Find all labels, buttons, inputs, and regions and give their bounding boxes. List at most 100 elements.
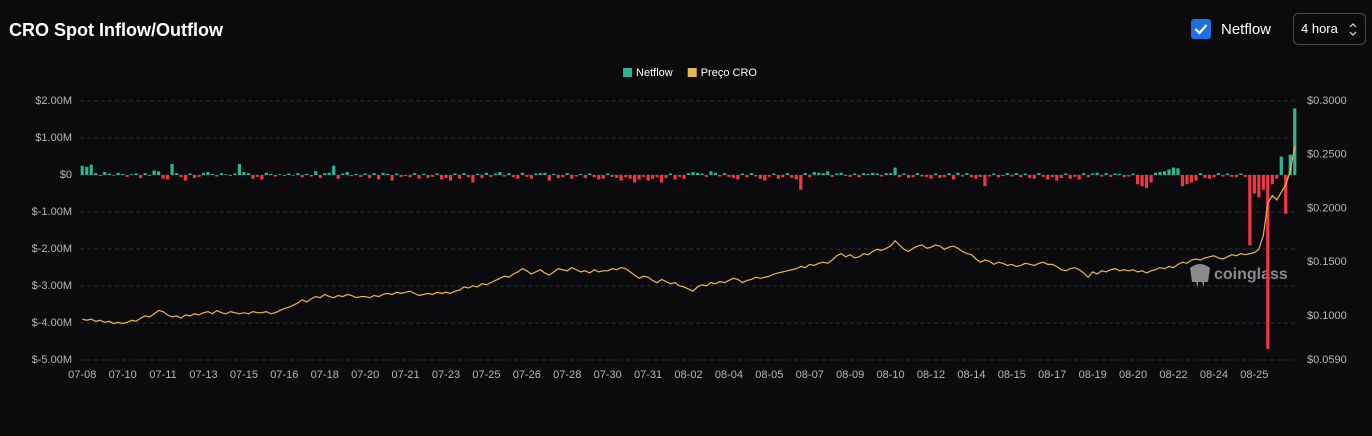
bar — [273, 175, 277, 177]
bar — [489, 175, 493, 177]
bar — [682, 175, 686, 179]
bar — [327, 172, 331, 175]
x-tick-label: 08-17 — [1038, 369, 1066, 381]
bar — [821, 173, 825, 175]
price-line — [82, 146, 1296, 325]
y2-tick-label: $0.1000 — [1307, 310, 1347, 322]
bar — [920, 175, 924, 177]
x-tick-label: 08-15 — [998, 369, 1026, 381]
bar — [655, 175, 659, 178]
bar — [772, 173, 776, 175]
bar — [143, 173, 147, 175]
bar — [763, 175, 767, 181]
bar — [1122, 175, 1126, 178]
bar — [278, 174, 282, 175]
bar — [1252, 175, 1256, 194]
bar — [1162, 171, 1167, 175]
bar — [1266, 175, 1270, 349]
netflow-toggle[interactable]: Netflow — [1191, 19, 1271, 39]
x-tick-label: 07-10 — [109, 369, 137, 381]
select-box[interactable] — [1293, 13, 1366, 45]
bar — [835, 173, 839, 175]
bar — [722, 173, 727, 175]
bar — [282, 175, 286, 177]
interval-select[interactable]: 4 hora — [1293, 13, 1366, 45]
bar — [893, 167, 897, 175]
bar — [736, 175, 740, 180]
x-tick-label: 08-12 — [917, 369, 945, 381]
bar — [435, 173, 439, 175]
x-tick-label: 07-23 — [432, 369, 460, 381]
bar — [300, 175, 304, 178]
bar — [740, 173, 744, 175]
bar — [547, 175, 551, 181]
bar — [664, 175, 668, 178]
watermark-icon — [1190, 264, 1210, 288]
bar — [880, 175, 884, 177]
x-tick-label: 08-10 — [877, 369, 905, 381]
bar — [583, 175, 587, 178]
x-tick-label: 07-21 — [392, 369, 420, 381]
bar — [525, 175, 529, 177]
check-icon — [1194, 24, 1208, 35]
bar — [430, 175, 435, 177]
bar — [1198, 173, 1203, 175]
bar — [978, 175, 983, 177]
bar — [264, 172, 268, 175]
bar — [188, 173, 192, 175]
legend-label: Netflow — [636, 67, 673, 79]
bar — [287, 173, 291, 175]
bar — [1028, 175, 1032, 178]
x-tick-label: 08-09 — [836, 369, 864, 381]
bar — [915, 173, 920, 175]
bar — [1131, 173, 1135, 175]
bar — [480, 175, 484, 178]
bar — [947, 173, 951, 175]
checkbox[interactable] — [1191, 19, 1211, 39]
bar — [251, 175, 255, 179]
bar — [183, 175, 188, 181]
bar — [875, 173, 879, 175]
bar — [403, 175, 408, 177]
bar — [641, 175, 646, 177]
bar — [951, 175, 956, 180]
bar — [359, 175, 363, 177]
bar — [511, 175, 515, 178]
bar — [98, 175, 102, 177]
y-tick-label: $-5.00M — [32, 354, 72, 366]
watermark: coinglass — [1190, 264, 1288, 288]
bar — [1144, 175, 1149, 188]
bar — [942, 175, 947, 178]
bar — [1037, 173, 1041, 175]
y2-tick-label: $0.1500 — [1307, 256, 1347, 268]
bar — [713, 172, 718, 175]
bar — [1171, 167, 1176, 175]
bar — [246, 173, 251, 175]
bar — [1104, 173, 1108, 175]
y-tick-label: $-2.00M — [32, 243, 72, 255]
toggle-label[interactable]: Netflow — [1221, 21, 1271, 38]
bar — [466, 175, 471, 178]
select-value[interactable]: 4 hora — [1301, 21, 1339, 36]
bar — [148, 175, 152, 177]
bar — [507, 173, 511, 175]
bar — [857, 175, 861, 178]
x-tick-label: 07-13 — [189, 369, 217, 381]
bar — [493, 173, 497, 175]
bar — [1194, 175, 1198, 181]
x-tick-label: 07-16 — [270, 369, 298, 381]
bar — [210, 173, 215, 175]
bar — [152, 170, 156, 175]
bar — [673, 175, 677, 180]
bar — [219, 173, 224, 175]
bar — [610, 175, 614, 177]
x-tick-label: 08-22 — [1159, 369, 1187, 381]
bar — [871, 172, 875, 175]
bar — [314, 171, 318, 175]
x-tick-label: 08-20 — [1119, 369, 1147, 381]
bar — [1135, 175, 1140, 185]
bar — [552, 173, 556, 175]
bar — [543, 172, 547, 175]
bar — [633, 175, 637, 183]
